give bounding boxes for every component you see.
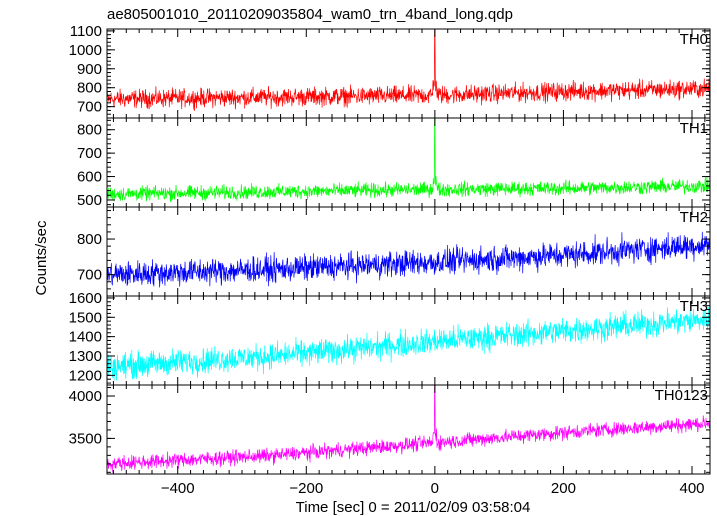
panel-label: TH0123 [655,387,708,404]
panel-th1: 500 600 700 800 TH1 [77,117,711,209]
y-tick-label: 3500 [69,430,102,447]
y-tick-label: 600 [77,169,102,186]
series-line-th0 [107,29,710,112]
y-tick-label: 800 [77,231,102,248]
y-tick-label: 1300 [69,348,102,365]
y-tick-label: 700 [77,267,102,284]
panels-layer: 700 800 900 1000 1100 TH0 500 600 700 800 TH1 700 80… [69,23,711,497]
series-line-th2 [107,231,710,288]
y-tick-label: 4000 [69,388,102,405]
y-tick-label: 700 [77,145,102,162]
y-tick-label: 800 [77,122,102,139]
y-axis-label: Counts/sec [33,220,50,296]
plot-title: ae805001010_20110209035804_wam0_trn_4ban… [107,6,513,23]
panel-label: TH0 [680,31,708,48]
y-tick-label: 500 [77,192,102,209]
panel-label: TH2 [680,209,708,226]
y-tick-label: 900 [77,61,102,78]
panel-th3: 1200 1300 1400 1500 1600 TH3 [69,290,711,386]
panel-th2: 700 800 TH2 [77,206,711,297]
y-tick-label: 1500 [69,309,102,326]
y-tick-label: 1200 [69,367,102,384]
series-line-th1 [107,118,710,203]
y-tick-label: 700 [77,99,102,116]
series-line-th0123 [107,385,710,473]
x-axis: −400 −200 0 200 400 [161,480,705,497]
y-tick-label: 800 [77,80,102,97]
x-tick-label: −200 [289,480,323,497]
y-tick-label: 1600 [69,290,102,307]
x-axis-label: Time [sec] 0 = 2011/02/09 03:58:04 [296,499,531,516]
y-tick-label: 1000 [69,42,102,59]
panel-frame [106,28,711,119]
x-tick-label: 200 [551,480,576,497]
y-tick-label: 1100 [70,23,102,40]
x-tick-label: −400 [161,480,195,497]
panel-label: TH3 [680,298,708,315]
x-tick-label: 0 [431,480,439,497]
y-tick-label: 1400 [69,329,102,346]
panel-th0123: 3500 4000 TH0123 [69,384,711,475]
panel-th0: 700 800 900 1000 1100 TH0 [69,23,711,119]
panel-label: TH1 [680,120,708,137]
x-tick-label: 400 [679,480,704,497]
series-line-th3 [107,307,710,381]
